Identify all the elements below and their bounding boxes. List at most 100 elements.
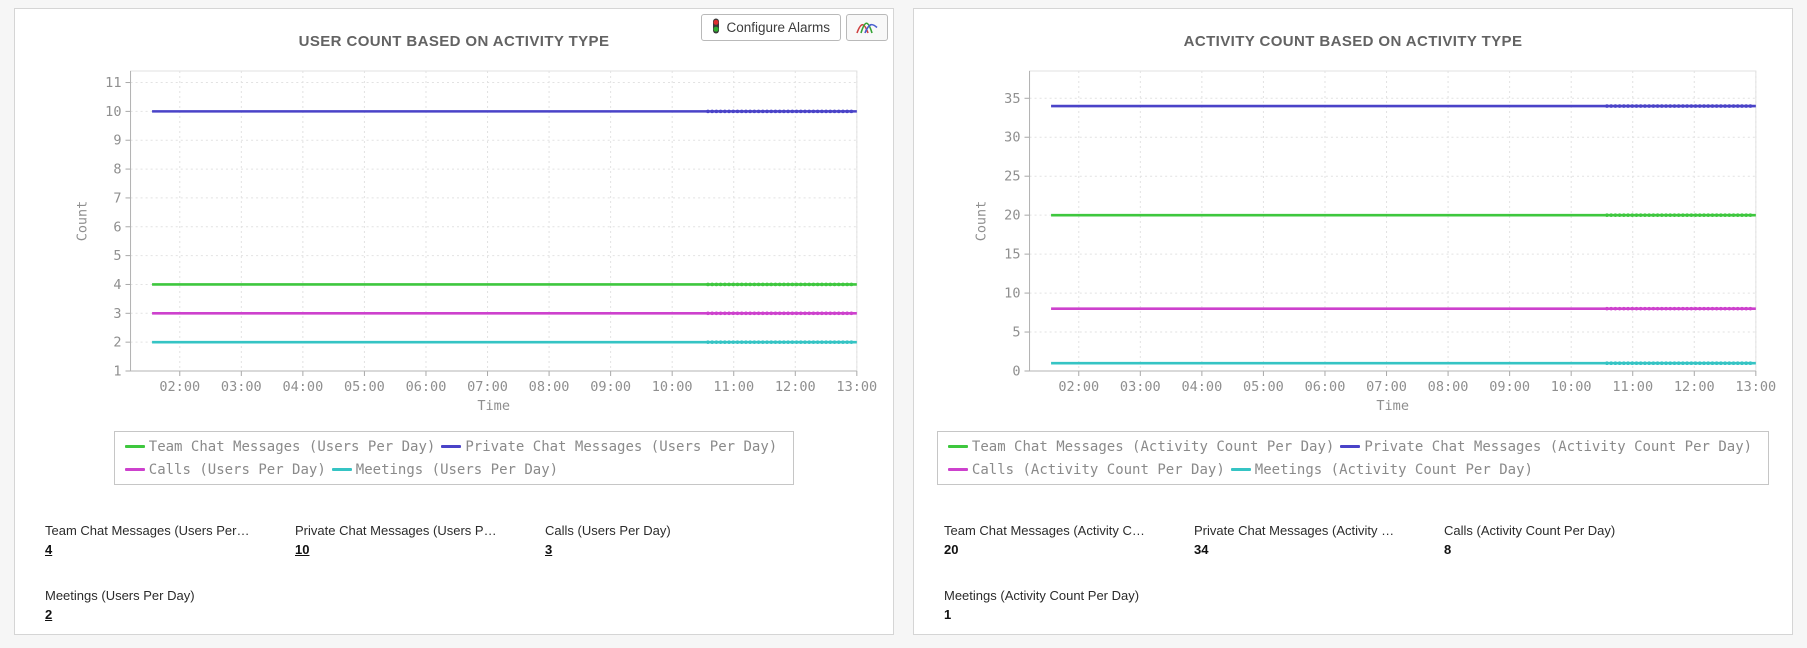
data-point <box>773 340 778 344</box>
data-point <box>1719 104 1723 108</box>
data-point <box>1727 361 1732 366</box>
data-point <box>1740 361 1744 366</box>
stat-value[interactable]: 10 <box>295 542 310 557</box>
data-point <box>718 109 723 114</box>
data-point <box>1689 306 1694 311</box>
x-tick-label: 04:00 <box>1181 379 1222 395</box>
data-point <box>718 282 723 287</box>
data-point <box>828 340 833 344</box>
stat-label: Meetings (Users Per Day) <box>45 588 195 603</box>
stat-value[interactable]: 34 <box>1194 542 1209 557</box>
data-point <box>714 282 719 287</box>
data-point <box>1676 213 1681 217</box>
data-point <box>849 340 854 344</box>
data-point <box>765 109 769 114</box>
legend-item[interactable]: Meetings (Users Per Day) <box>331 462 558 478</box>
data-point <box>748 311 752 316</box>
y-tick-label: 5 <box>1012 325 1020 341</box>
data-point <box>803 282 807 287</box>
data-point <box>739 340 744 344</box>
legend-item[interactable]: Private Chat Messages (Users Per Day) <box>441 439 777 455</box>
data-point <box>1634 104 1639 108</box>
x-tick-label: 13:00 <box>1735 379 1776 395</box>
data-point <box>836 340 841 344</box>
stat-value[interactable]: 4 <box>45 542 53 557</box>
data-point <box>735 282 740 287</box>
data-point <box>735 109 740 114</box>
data-point <box>782 311 786 316</box>
legend-label: Calls (Activity Count Per Day) <box>971 461 1225 478</box>
stat-item: Private Chat Messages (Activity Count Pe… <box>1194 523 1444 563</box>
chart-options-button[interactable] <box>846 14 888 41</box>
data-point <box>841 311 845 316</box>
legend-item[interactable]: Team Chat Messages (Users Per Day) <box>124 439 435 455</box>
data-point <box>807 311 812 316</box>
legend-item[interactable]: Calls (Users Per Day) <box>124 461 326 478</box>
stat-label: Team Chat Messages (Users Per Day) <box>45 523 250 538</box>
data-point <box>1710 361 1715 366</box>
data-point <box>786 340 790 344</box>
x-tick-label: 12:00 <box>1674 379 1715 395</box>
data-point <box>756 340 761 344</box>
data-point <box>1702 213 1706 217</box>
data-point <box>1748 361 1753 366</box>
data-point <box>744 311 748 316</box>
legend-item[interactable]: Meetings (Activity Count Per Day) <box>1230 462 1533 478</box>
data-point <box>744 340 748 344</box>
legend-item[interactable]: Private Chat Messages (Activity Count Pe… <box>1340 439 1752 455</box>
data-point <box>820 311 824 316</box>
data-point <box>841 282 845 287</box>
data-point <box>1740 104 1744 108</box>
data-point <box>828 282 833 287</box>
data-point <box>1664 104 1668 108</box>
data-point <box>1719 361 1723 366</box>
series-markers-2 <box>1605 306 1753 311</box>
data-point <box>1723 306 1727 311</box>
y-tick-label: 4 <box>113 277 121 293</box>
data-point <box>727 109 731 114</box>
data-point <box>1626 361 1630 366</box>
data-point <box>1676 306 1681 311</box>
data-point <box>794 282 799 287</box>
data-point <box>841 340 845 344</box>
data-point <box>845 311 849 316</box>
data-point <box>710 340 714 344</box>
legend-item[interactable]: Team Chat Messages (Activity Count Per D… <box>947 439 1334 455</box>
legend-label: Calls (Users Per Day) <box>148 461 326 478</box>
series-markers-1 <box>1605 104 1753 108</box>
stat-value[interactable]: 3 <box>545 542 553 557</box>
series-markers-0 <box>706 282 854 287</box>
data-point <box>1672 306 1677 311</box>
configure-alarms-button[interactable]: Configure Alarms <box>701 14 841 41</box>
stat-value[interactable]: 1 <box>944 607 952 622</box>
data-point <box>798 340 803 344</box>
data-point <box>1697 306 1702 311</box>
data-point <box>820 282 824 287</box>
data-point <box>718 311 723 316</box>
data-point <box>1655 361 1660 366</box>
data-point <box>790 311 795 316</box>
panel-header: USER COUNT BASED ON ACTIVITY TYPE Config… <box>15 9 893 51</box>
data-point <box>794 340 799 344</box>
stat-value[interactable]: 8 <box>1444 542 1452 557</box>
legend-color-dash <box>441 445 462 448</box>
data-point <box>1668 306 1673 311</box>
data-point <box>1626 213 1630 217</box>
data-point <box>1630 104 1635 108</box>
stat-value[interactable]: 2 <box>45 607 53 622</box>
data-point <box>718 340 723 344</box>
data-point <box>1697 104 1702 108</box>
y-tick-label: 3 <box>113 306 121 322</box>
data-point <box>731 340 736 344</box>
data-point <box>706 282 710 287</box>
data-point <box>769 282 774 287</box>
data-point <box>798 109 803 114</box>
data-point <box>786 109 790 114</box>
data-point <box>849 311 854 316</box>
stat-item: Team Chat Messages (Activity Count Per D… <box>944 523 1194 563</box>
series-markers-0 <box>1605 213 1753 217</box>
data-point <box>723 311 727 316</box>
legend-item[interactable]: Calls (Activity Count Per Day) <box>947 461 1225 478</box>
data-point <box>1689 361 1694 366</box>
stat-value[interactable]: 20 <box>944 542 959 557</box>
